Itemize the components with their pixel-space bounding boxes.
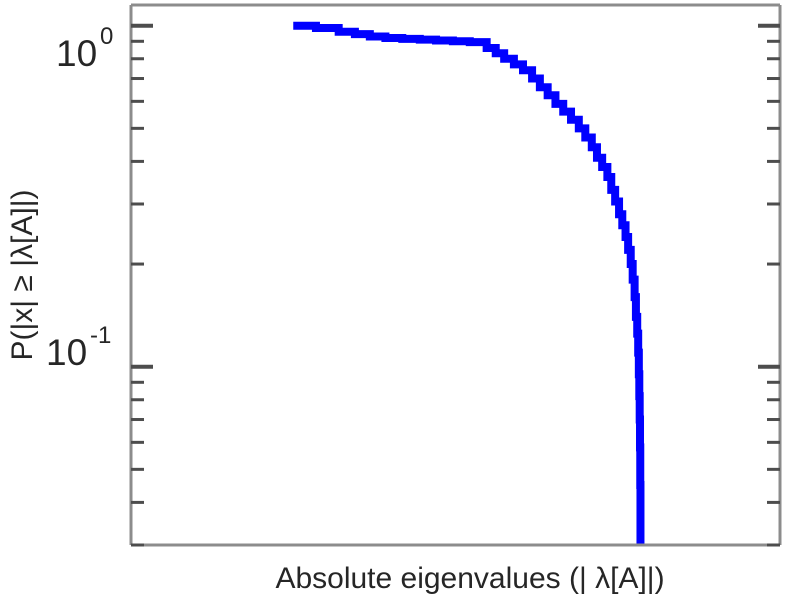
y-tick-label-1em1-mantissa: 10 xyxy=(46,332,87,373)
y-tick-label-1em1: 10 -1 xyxy=(46,322,111,373)
y-tick-label-1e0-exponent: 0 xyxy=(100,23,113,50)
data-series-group xyxy=(293,21,645,545)
y-axis-tick-labels: 10 0 10 -1 xyxy=(46,23,113,373)
plot-area-background xyxy=(131,5,780,545)
y-axis-tick-marks xyxy=(131,23,780,547)
x-axis-title: Absolute eigenvalues (| λ[A]|) xyxy=(275,562,664,595)
y-axis-title: P(|x| ≥ |λ[A]|) xyxy=(6,190,39,361)
series-line-absolute-eigenvalue-ccdf xyxy=(293,21,645,545)
y-tick-label-1e0-mantissa: 10 xyxy=(56,33,97,74)
y-tick-label-1em1-exponent: -1 xyxy=(90,322,111,349)
y-tick-label-1e0: 10 0 xyxy=(56,23,113,74)
axes-frame xyxy=(129,3,782,547)
